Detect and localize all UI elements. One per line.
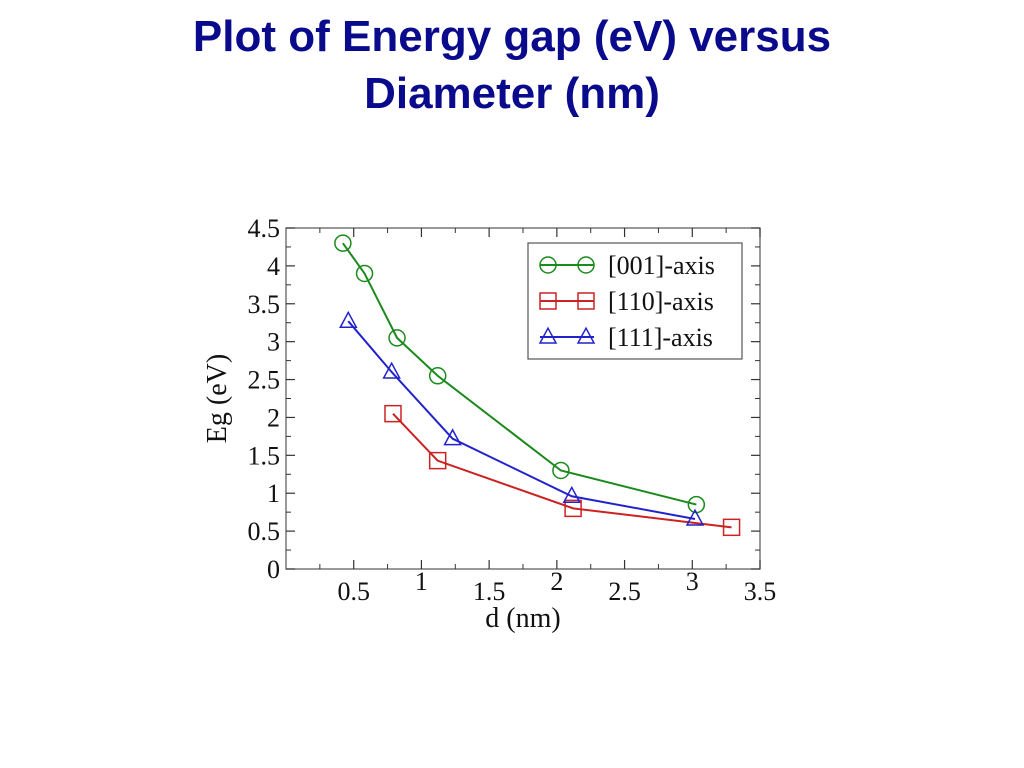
- series-triangle: [339, 310, 705, 526]
- legend-entry: [001]-axis: [539, 251, 715, 280]
- legend-label: [111]-axis: [608, 323, 713, 352]
- x-tick-label: 0.5: [337, 577, 370, 606]
- series-line: [342, 242, 697, 506]
- legend-marker: [538, 326, 558, 344]
- data-point: [355, 264, 374, 283]
- y-tick-label: 0.5: [248, 517, 281, 546]
- data-point: [443, 428, 462, 446]
- legend-label: [001]-axis: [608, 251, 715, 280]
- slide-title: Plot of Energy gap (eV) versus Diameter …: [0, 8, 1024, 122]
- legend-entry: [110]-axis: [539, 287, 714, 316]
- x-tick-label: 3: [686, 567, 699, 596]
- data-point: [339, 310, 358, 328]
- y-tick-label: 3.5: [248, 290, 281, 319]
- legend-marker: [539, 256, 557, 274]
- legend-marker: [539, 292, 557, 310]
- legend-marker: [576, 326, 596, 344]
- y-tick-label: 1: [267, 479, 280, 508]
- series-layer: [334, 234, 741, 537]
- x-axis-label: d (nm): [485, 603, 560, 634]
- legend: [001]-axis [110]-axis [111]-axis: [527, 242, 743, 360]
- data-point: [388, 329, 406, 347]
- y-tick-label: 1.5: [248, 441, 281, 470]
- data-point: [562, 485, 582, 504]
- y-tick-label: 2.5: [248, 366, 281, 395]
- x-tick-label: 2: [550, 567, 563, 596]
- y-tick-label: 3: [267, 328, 280, 357]
- y-axis-label: Eg (eV): [202, 354, 233, 443]
- axes: 0 0.5 1 1.5 2 2.5 3 3.5 4 4.5 0.5 1 1.5 2 2.5 3 3.5 d (nm…: [202, 214, 776, 634]
- x-tick-label: 1: [415, 567, 428, 596]
- series-circle: [334, 234, 706, 514]
- data-point: [334, 234, 352, 252]
- x-tick-label: 2.5: [608, 577, 641, 606]
- series-square: [384, 404, 741, 537]
- data-point: [722, 518, 741, 537]
- data-point: [552, 461, 570, 480]
- legend-label: [110]-axis: [608, 287, 714, 316]
- y-tick-label: 4: [267, 252, 280, 281]
- series-line: [347, 320, 696, 520]
- y-tick-label: 4.5: [248, 214, 281, 243]
- slide-title-line-1: Plot of Energy gap (eV) versus: [192, 12, 832, 61]
- data-point: [428, 451, 447, 470]
- slide-title-line-2: Diameter (nm): [364, 69, 660, 118]
- legend-marker: [577, 292, 595, 310]
- series-line: [392, 412, 732, 529]
- y-tick-label: 2: [267, 403, 280, 432]
- y-tick-label: 0: [267, 555, 280, 584]
- data-point: [382, 361, 401, 379]
- data-point: [685, 508, 705, 526]
- data-point: [384, 404, 402, 423]
- data-point: [564, 499, 582, 518]
- data-point: [428, 367, 447, 385]
- x-tick-label: 1.5: [473, 577, 506, 606]
- x-tick-label: 3.5: [744, 577, 777, 606]
- legend-marker: [577, 256, 595, 274]
- legend-entry: [111]-axis: [538, 323, 713, 352]
